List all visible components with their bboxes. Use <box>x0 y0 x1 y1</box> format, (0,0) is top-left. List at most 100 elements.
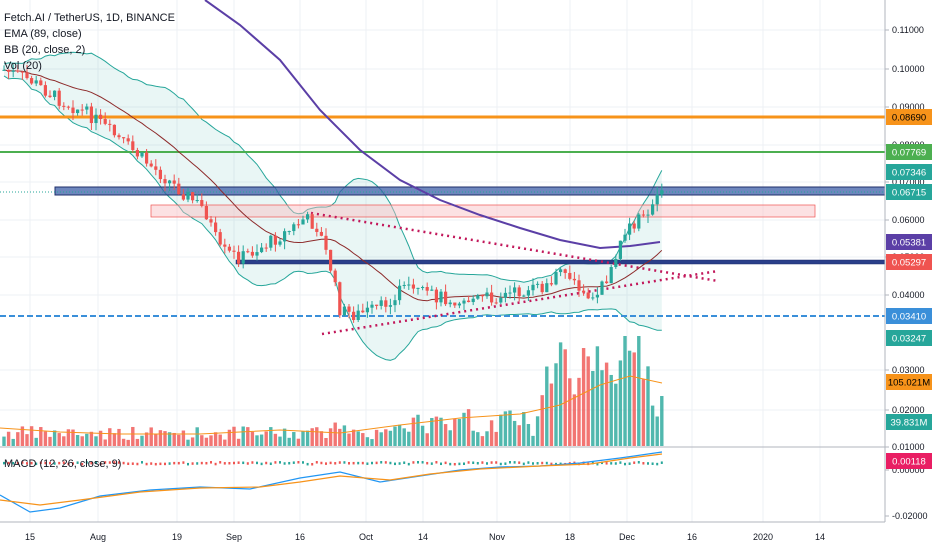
price-badge: 0.07346 <box>886 164 932 180</box>
candle-body <box>195 200 199 202</box>
macd-hist-bar <box>555 462 557 466</box>
volume-bar <box>540 395 544 446</box>
macd-hist-bar <box>421 461 424 464</box>
volume-bar <box>549 383 554 446</box>
macd-hist-bar <box>256 461 258 465</box>
macd-hist-bar <box>131 462 134 465</box>
candle-body <box>342 306 346 316</box>
volume-bar <box>195 427 199 446</box>
macd-hist-bar <box>30 461 33 465</box>
candle-body <box>517 287 521 297</box>
macd-hist-bar <box>7 461 10 465</box>
volume-bar <box>255 435 259 446</box>
time-tick-label: 14 <box>815 532 825 542</box>
candle-body <box>186 192 190 200</box>
volume-bar <box>163 431 167 446</box>
candle-body <box>365 307 369 313</box>
candle-body <box>462 300 466 304</box>
time-scale-ticks: 15 Aug 19 Sep 16 Oct 14 Nov 18 Dec 16 2020 14 <box>25 532 825 542</box>
legend-vol[interactable]: Vol (20) <box>4 60 42 72</box>
candle-body <box>149 163 153 167</box>
macd-hist-bar <box>430 462 433 465</box>
candle-body <box>618 240 622 259</box>
volume-bar <box>476 432 480 446</box>
time-tick-label: 19 <box>172 532 182 542</box>
volume-bar <box>600 370 604 446</box>
triangle-lower-trendline[interactable] <box>321 269 719 336</box>
candle-body <box>324 235 328 250</box>
macd-hist-bar <box>242 461 245 465</box>
price-badge: 0.05297 <box>886 254 932 270</box>
macd-hist-bar <box>67 462 70 466</box>
support-zone-blue[interactable] <box>235 259 886 265</box>
symbol-title[interactable]: Fetch.AI / TetherUS, 1D, BINANCE <box>4 12 175 24</box>
candle-body <box>434 289 438 303</box>
candle-body <box>168 180 172 184</box>
volume-bar <box>71 429 75 446</box>
volume-bar <box>614 383 618 446</box>
macd-hist-bar <box>164 462 166 466</box>
candle-body <box>108 123 112 125</box>
volume-bar <box>158 430 163 446</box>
macd-hist-bar <box>187 462 189 466</box>
time-tick-label: 16 <box>687 532 697 542</box>
macd-hist-bar <box>154 462 157 466</box>
volume-bar <box>535 416 540 446</box>
volume-bar <box>126 439 130 446</box>
macd-hist-bar <box>449 462 452 466</box>
macd-hist-bar <box>559 462 562 466</box>
macd-hist-bar <box>288 461 291 465</box>
candle-body <box>522 295 526 297</box>
candle-body <box>112 124 116 136</box>
macd-hist-bar <box>196 462 199 465</box>
triangle-upper-trendline[interactable] <box>310 211 719 283</box>
legend-ema[interactable]: EMA (89, close) <box>4 28 82 40</box>
candle-body <box>172 180 176 184</box>
time-scale[interactable] <box>0 522 885 550</box>
candle-body <box>549 283 553 285</box>
price-tick-label: 0.03000 <box>892 365 925 375</box>
volume-bar <box>351 429 356 446</box>
candle-body <box>177 183 181 195</box>
volume-bar <box>572 394 577 446</box>
volume-bar <box>75 434 80 446</box>
candle-body <box>66 106 70 108</box>
candle-body <box>402 284 406 286</box>
macd-hist-bar <box>76 461 79 464</box>
ema-89-line <box>204 0 661 250</box>
macd-hist-bar <box>62 461 65 464</box>
candle-body <box>338 282 342 316</box>
macd-hist-bar <box>463 462 465 465</box>
volume-bar <box>108 428 112 446</box>
macd-hist-bar <box>21 461 24 464</box>
macd-hist-bar <box>108 461 111 464</box>
volume-bar <box>94 436 98 446</box>
candle-body <box>163 179 167 184</box>
legend-macd[interactable]: MACD (12, 26, close, 9) <box>4 458 122 470</box>
candle-body <box>453 302 457 306</box>
volume-bar <box>213 432 218 446</box>
candle-body <box>655 194 659 205</box>
candle-body <box>503 292 507 298</box>
volume-bar <box>29 426 34 446</box>
price-tick-label: 0.07000 <box>892 177 925 187</box>
macd-hist-bar <box>601 461 603 465</box>
macd-hist-bar <box>228 461 231 465</box>
macd-hist-bar <box>85 461 88 464</box>
volume-bar <box>103 439 107 446</box>
macd-hist-bar <box>311 462 314 466</box>
candle-body <box>287 231 291 233</box>
candle-body <box>646 214 650 216</box>
svg-text:39.831M: 39.831M <box>891 418 928 429</box>
macd-hist-bar <box>12 461 15 465</box>
volume-bar <box>66 429 71 446</box>
chart-legend[interactable]: Fetch.AI / TetherUS, 1D, BINANCE EMA (89… <box>4 10 175 74</box>
price-badge: 0.07769 <box>886 144 932 160</box>
volume-bar <box>16 432 20 446</box>
legend-bb[interactable]: BB (20, close, 2) <box>4 44 86 56</box>
volume-bar <box>338 428 342 446</box>
time-tick-label: Oct <box>359 532 374 542</box>
candle-body <box>99 114 103 119</box>
macd-hist-bar <box>619 461 622 464</box>
